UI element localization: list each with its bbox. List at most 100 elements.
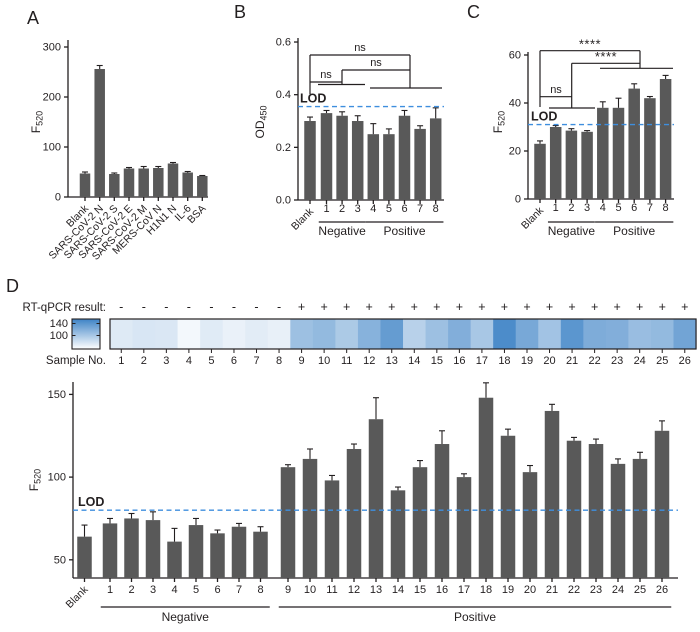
bar — [565, 130, 578, 199]
rtqpcr-symbol: - — [209, 300, 213, 314]
sample-number: 8 — [276, 355, 282, 367]
category-label: 24 — [612, 584, 624, 596]
sample-number: 22 — [588, 355, 600, 367]
category-label: Blank — [64, 583, 92, 611]
rtqpcr-symbol: + — [411, 300, 418, 314]
sig-label: **** — [595, 49, 617, 64]
rtqpcr-symbol: + — [388, 300, 395, 314]
heatmap-cell — [132, 319, 156, 349]
category-label: 19 — [502, 584, 514, 596]
bar — [102, 523, 118, 578]
category-label: 8 — [257, 584, 263, 596]
y-tick-label: 150 — [48, 389, 66, 401]
category-label: 15 — [414, 584, 426, 596]
category-label: 13 — [370, 584, 382, 596]
sig-label: ns — [354, 42, 366, 54]
heatmap-cell — [493, 319, 517, 349]
heatmap-cell — [110, 319, 134, 349]
bar — [188, 525, 204, 578]
category-label: 6 — [214, 584, 220, 596]
heatmap-cell — [357, 319, 381, 349]
group-label: Negative — [548, 224, 596, 238]
heatmap-cell — [200, 319, 224, 349]
heatmap-border — [109, 318, 697, 350]
rtqpcr-symbol: + — [478, 300, 485, 314]
bar — [632, 458, 648, 578]
heatmap-cell — [605, 319, 629, 349]
sample-number: 24 — [634, 355, 646, 367]
heatmap-cell — [470, 319, 494, 349]
category-label: 5 — [193, 584, 199, 596]
rtqpcr-symbol: + — [456, 300, 463, 314]
sample-number: 4 — [186, 355, 192, 367]
bar — [368, 419, 384, 578]
category-label: 8 — [433, 203, 439, 215]
rtqpcr-symbol: + — [659, 300, 666, 314]
panel-d-label: D — [6, 276, 19, 296]
category-label: 22 — [568, 584, 580, 596]
heatmap-cell — [312, 319, 336, 349]
y-tick-label: 300 — [43, 42, 61, 54]
heatmap-cell — [448, 319, 472, 349]
rtqpcr-row-label: RT-qPCR result: — [22, 302, 106, 314]
category-label: 3 — [355, 203, 361, 215]
bar — [210, 533, 225, 578]
y-tick-label: 0.6 — [276, 37, 291, 49]
heatmap-cell — [245, 319, 269, 349]
sample-number: 25 — [656, 355, 668, 367]
sample-number: 11 — [341, 355, 352, 367]
rtqpcr-symbol: + — [523, 300, 530, 314]
category-label: 16 — [436, 584, 448, 596]
panel-c-chart: 0 20 40 60 Blank 1 2 3 4 5 6 7 8 LOD Negative Positive F… — [491, 37, 674, 238]
rtqpcr-symbol: + — [636, 300, 643, 314]
category-label: 6 — [631, 202, 637, 214]
heatmap-cell — [267, 319, 291, 349]
y-tick-label: 100 — [43, 142, 61, 154]
bar — [302, 458, 318, 578]
rtqpcr-symbol: + — [568, 300, 575, 314]
colorbar-label: 140 — [50, 318, 68, 330]
sample-number: 20 — [543, 355, 555, 367]
category-label: 3 — [150, 584, 156, 596]
sample-number: 19 — [521, 355, 533, 367]
sample-number: 5 — [208, 355, 214, 367]
category-label: 12 — [348, 584, 360, 596]
sig-label: ns — [550, 84, 562, 96]
bar — [167, 163, 179, 197]
rtqpcr-symbol: + — [298, 300, 305, 314]
bar — [197, 176, 208, 197]
y-axis-title: F520 — [29, 111, 45, 133]
sample-number: 10 — [318, 355, 330, 367]
rtqpcr-symbol: + — [681, 300, 688, 314]
bar — [182, 172, 193, 197]
rtqpcr-symbol: - — [232, 300, 236, 314]
bar — [124, 518, 139, 578]
sample-number: 21 — [566, 355, 578, 367]
panel-c-label: C — [467, 2, 480, 22]
y-tick-label: 0 — [55, 192, 61, 204]
y-tick-label: 0 — [515, 194, 521, 206]
bar — [588, 444, 604, 578]
category-label: 7 — [236, 584, 242, 596]
bar — [654, 430, 670, 578]
sample-number: 12 — [363, 355, 375, 367]
heatmap-cell — [403, 319, 427, 349]
sample-axis-label: Sample No. — [46, 355, 106, 367]
category-label: 26 — [656, 584, 668, 596]
heatmap-cell — [222, 319, 246, 349]
category-label: 4 — [600, 202, 606, 214]
sample-number: 15 — [431, 355, 443, 367]
y-tick-label: 0.0 — [276, 195, 291, 207]
category-label: 25 — [634, 584, 646, 596]
category-label: Blank — [519, 204, 547, 232]
bar — [367, 134, 380, 200]
rtqpcr-symbol: + — [591, 300, 598, 314]
heatmap-cell — [177, 319, 201, 349]
sample-number: 13 — [386, 355, 398, 367]
sample-number: 16 — [453, 355, 465, 367]
bar — [253, 531, 268, 578]
bar — [644, 98, 656, 199]
sample-number: 9 — [299, 355, 305, 367]
